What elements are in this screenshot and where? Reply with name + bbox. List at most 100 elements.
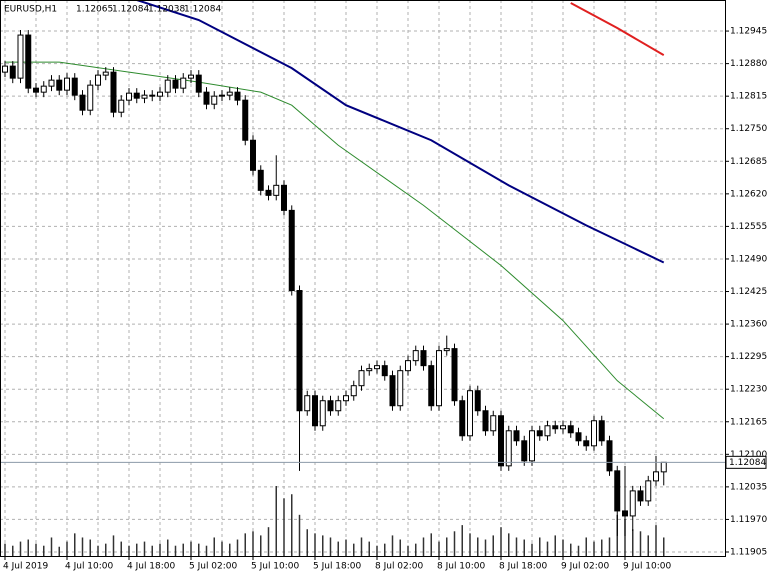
candle-body: [405, 360, 411, 372]
candle-body: [358, 370, 365, 387]
candle-body: [350, 385, 357, 397]
candle-body: [304, 395, 311, 412]
candle-body: [606, 440, 613, 472]
header-close: 1.12084: [184, 5, 221, 15]
y-tick-label: 1.12425: [730, 287, 767, 297]
candle-body: [180, 77, 187, 89]
candle-body: [381, 365, 388, 377]
candle-body: [598, 420, 605, 442]
candle-body: [203, 91, 210, 105]
candle-body: [17, 34, 24, 79]
moving-average: [570, 2, 665, 56]
candle-body: [614, 470, 621, 512]
price-label: 1.12084: [729, 458, 766, 468]
candle-body: [56, 79, 63, 91]
candle-body: [343, 395, 349, 402]
candle-body: [126, 92, 132, 101]
candle-body: [102, 71, 109, 76]
candle-body: [64, 77, 70, 91]
price-label-box: [725, 455, 767, 469]
candle-body: [552, 425, 559, 430]
y-tick-label: 1.12945: [730, 27, 767, 37]
candle-body: [637, 490, 644, 502]
candle-body: [157, 91, 163, 97]
y-tick-label: 1.12165: [730, 417, 767, 427]
candle-body: [436, 350, 442, 407]
candle-body: [257, 169, 264, 191]
y-tick-label: 1.12880: [730, 59, 767, 69]
x-tick-label: 8 Jul 18:00: [499, 562, 548, 572]
header-high: 1.12084: [112, 5, 149, 15]
y-tick-label: 1.12100: [730, 450, 767, 460]
candle-body: [273, 184, 280, 196]
y-tick-label: 1.12750: [730, 124, 767, 134]
candle-body: [188, 74, 194, 79]
candle-body: [242, 99, 249, 141]
y-tick-label: 1.12620: [730, 189, 767, 199]
candle-body: [645, 480, 652, 502]
candle-body: [265, 189, 272, 196]
candle-body: [428, 365, 435, 407]
candle-body: [219, 94, 225, 97]
candle-body: [412, 350, 419, 362]
candle-body: [536, 430, 543, 437]
y-tick-label: 1.12360: [730, 320, 767, 330]
candle-body: [629, 490, 636, 517]
candle-body: [467, 390, 473, 437]
candle-body: [296, 290, 303, 412]
candle-body: [490, 415, 497, 432]
candle-body: [141, 94, 148, 99]
candle-body: [281, 184, 287, 211]
header-open: 1.12065: [76, 5, 113, 15]
candle-body: [660, 461, 667, 473]
candle-body: [48, 79, 55, 87]
candle-body: [164, 79, 171, 93]
moving-average: [5, 61, 665, 420]
x-tick-label: 4 Jul 10:00: [65, 562, 114, 572]
candle-body: [583, 440, 590, 447]
header-low: 1.12038: [148, 5, 185, 15]
x-tick-label: 5 Jul 02:00: [189, 562, 238, 572]
plot-area: [0, 0, 725, 556]
candle-body: [474, 390, 481, 412]
candle-body: [33, 87, 39, 93]
candle-body: [133, 92, 140, 99]
candle-body: [397, 370, 404, 407]
chart-title: EURUSD,H1: [4, 5, 57, 15]
candle-body: [505, 430, 512, 467]
candle-body: [560, 425, 566, 430]
candle-body: [226, 91, 233, 96]
candle-body: [149, 94, 156, 97]
x-tick-label: 5 Jul 10:00: [251, 562, 300, 572]
candle-body: [327, 400, 334, 412]
candle-body: [529, 430, 535, 462]
x-tick-label: 5 Jul 18:00: [313, 562, 362, 572]
y-tick-label: 1.12490: [730, 254, 767, 264]
candle-body: [25, 34, 32, 89]
y-tick-label: 1.11905: [730, 547, 767, 557]
candle-body: [374, 365, 380, 370]
y-tick-label: 1.12555: [730, 222, 767, 232]
candle-body: [622, 510, 628, 517]
x-tick-label: 9 Jul 10:00: [623, 562, 672, 572]
x-tick-label: 4 Jul 18:00: [127, 562, 176, 572]
candle-body: [87, 84, 94, 111]
candle-body: [250, 139, 256, 171]
candle-body: [521, 440, 528, 462]
candle-body: [567, 425, 574, 434]
candle-body: [335, 400, 342, 412]
candle-body: [451, 348, 458, 402]
x-tick-label: 4 Jul 2019: [3, 562, 48, 572]
candle-body: [288, 209, 295, 292]
candle-body: [443, 348, 450, 352]
moving-average: [133, 0, 665, 264]
candle-body: [211, 95, 218, 105]
candle-body: [319, 400, 326, 427]
y-tick-label: 1.12230: [730, 385, 767, 395]
x-tick-label: 8 Jul 10:00: [437, 562, 486, 572]
candle-body: [71, 77, 78, 96]
y-tick-label: 1.12035: [730, 482, 767, 492]
y-tick-label: 1.12815: [730, 92, 767, 102]
candle-body: [513, 430, 520, 442]
